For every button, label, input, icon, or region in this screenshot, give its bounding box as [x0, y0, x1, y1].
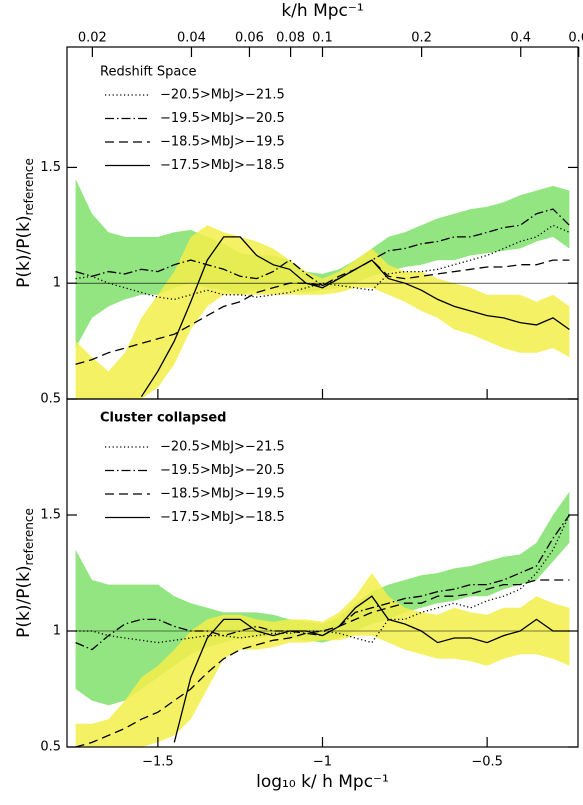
data-line — [140, 236, 570, 398]
y-tick-label: 0.5 — [40, 740, 61, 755]
y-axis-label: P(k)/P(k)reference — [14, 508, 36, 638]
data-line — [75, 579, 570, 747]
x2-tick-label: 0.06 — [235, 31, 264, 46]
legend-label: −19.5>MbJ>−20.5 — [160, 111, 285, 126]
x2-axis-label: k/h Mpc⁻¹ — [281, 1, 363, 21]
legend-label: −17.5>MbJ>−18.5 — [160, 158, 285, 173]
y-label-main: P(k)/P(k) — [14, 565, 34, 637]
x2-tick-label: 0.04 — [177, 31, 206, 46]
legend-label: −20.5>MbJ>−21.5 — [160, 440, 285, 455]
legend-label: −18.5>MbJ>−19.5 — [160, 487, 285, 502]
x2-tick-label: 0.6 — [568, 31, 583, 46]
x2-tick-label: 0.4 — [510, 31, 531, 46]
x-tick-label: −1 — [313, 755, 332, 770]
x2-tick-label: 0.08 — [276, 31, 305, 46]
data-line — [173, 595, 570, 743]
y-tick-label: 1 — [53, 624, 61, 639]
error-band — [75, 573, 570, 747]
x-tick-label: −0.5 — [471, 755, 503, 770]
y-label-main: P(k)/P(k) — [14, 215, 34, 287]
legend-label: −17.5>MbJ>−18.5 — [160, 510, 285, 525]
error-band — [75, 491, 570, 706]
y-label-sub: reference — [22, 508, 36, 565]
x2-tick-label: 0.02 — [78, 31, 107, 46]
legend-title: Cluster collapsed — [100, 411, 226, 426]
y-tick-label: 1 — [53, 276, 61, 291]
y-axis-label: P(k)/P(k)reference — [14, 158, 36, 288]
legend-label: −18.5>MbJ>−19.5 — [160, 135, 285, 150]
legend-label: −20.5>MbJ>−21.5 — [160, 88, 285, 103]
y-tick-label: 0.5 — [40, 392, 61, 407]
x2-tick-label: 0.1 — [312, 31, 333, 46]
plot-area — [67, 179, 578, 399]
plot-area — [67, 491, 578, 747]
x-tick-label: −1.5 — [142, 755, 174, 770]
y-label-sub: reference — [22, 158, 36, 215]
data-line — [75, 208, 570, 287]
legend-title: Redshift Space — [100, 65, 197, 80]
legend-label: −19.5>MbJ>−20.5 — [160, 463, 285, 478]
x2-tick-label: 0.2 — [411, 31, 432, 46]
data-line — [75, 259, 570, 365]
error-band — [75, 179, 570, 349]
error-band — [75, 225, 570, 399]
y-tick-label: 1.5 — [40, 160, 61, 175]
x-axis-label: log₁₀ k/ h Mpc⁻¹ — [256, 772, 389, 792]
y-tick-label: 1.5 — [40, 508, 61, 523]
